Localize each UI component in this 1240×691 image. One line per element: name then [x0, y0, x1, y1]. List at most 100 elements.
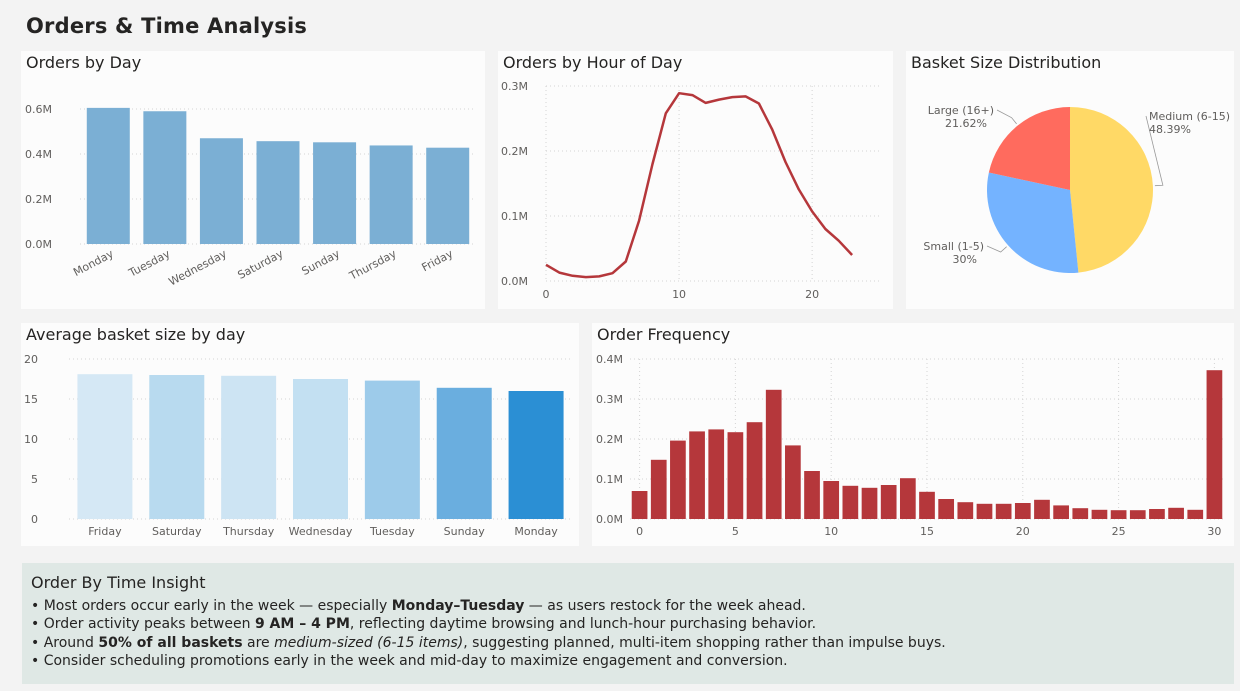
y-tick-label: 0.3M	[501, 80, 528, 93]
insight-text: medium-sized (6-15 items)	[274, 634, 464, 651]
freq-bar	[785, 445, 801, 519]
bar-friday	[77, 374, 133, 519]
freq-bar	[1168, 507, 1184, 519]
slice-label: Small (1-5)	[923, 240, 984, 253]
x-tick-label: Friday	[88, 525, 122, 538]
leader-line	[986, 245, 1007, 253]
y-tick-label: 0.6M	[25, 103, 52, 116]
freq-bar	[1034, 499, 1050, 519]
x-tick-label: Friday	[420, 247, 456, 274]
bar-saturday	[256, 141, 300, 244]
pie-slice	[1070, 107, 1153, 273]
pie-slice	[987, 172, 1079, 273]
leader-line	[996, 109, 1017, 125]
x-tick-label: 10	[824, 525, 838, 538]
avg-basket-card[interactable]: Average basket size by day 0 5 10 15 20 Frida…	[21, 323, 579, 546]
x-tick-label: Saturday	[236, 247, 286, 282]
insight-panel: Order By Time Insight Most orders occur …	[22, 563, 1234, 684]
freq-bar	[995, 503, 1012, 519]
bar-monday	[86, 107, 130, 244]
freq-bar	[670, 440, 686, 519]
bar-friday	[426, 147, 470, 244]
freq-bar	[1110, 510, 1127, 519]
y-tick-label: 0.4M	[596, 353, 623, 366]
x-tick-label: Tuesday	[369, 525, 415, 538]
bar-sunday	[436, 387, 492, 519]
slice-label: Large (16+)	[928, 104, 994, 117]
x-tick-label: Sunday	[300, 247, 343, 278]
freq-bar	[861, 487, 878, 519]
x-tick-label: 20	[805, 288, 819, 301]
x-tick-label: 10	[672, 288, 686, 301]
x-tick-label: Saturday	[152, 525, 202, 538]
bar-sunday	[313, 142, 357, 244]
freq-bar	[1129, 510, 1146, 519]
freq-bar	[804, 471, 820, 519]
order-frequency-chart: 0.0M 0.1M 0.2M 0.3M 0.4M 0 5 10 15 20 25 30	[596, 353, 1224, 538]
insight-text: Most orders occur early in the week — es…	[43, 598, 392, 614]
x-tick-label: 30	[1207, 525, 1221, 538]
slice-pct: 30%	[953, 253, 977, 266]
freq-bar	[1149, 509, 1165, 519]
freq-bar	[842, 485, 859, 519]
y-tick-label: 0.3M	[596, 393, 623, 406]
bar-wednesday	[199, 138, 243, 244]
insight-text: Order activity peaks between	[43, 616, 255, 633]
freq-bar	[1053, 505, 1069, 519]
pie-slice	[988, 107, 1070, 190]
freq-bar	[727, 432, 744, 519]
insight-text: Monday–Tuesday	[391, 598, 525, 614]
card-title-avg-basket: Average basket size by day	[26, 325, 246, 344]
freq-bar	[1072, 508, 1089, 519]
y-tick-label: 0.2M	[596, 433, 623, 446]
freq-bar	[1187, 509, 1204, 519]
freq-bar	[1091, 509, 1108, 519]
freq-bar	[899, 478, 916, 519]
avg-basket-chart: 0 5 10 15 20 Friday Saturday Thursday Wednesday T…	[24, 353, 572, 538]
insight-text: — as users restock for the week ahead.	[524, 598, 806, 614]
card-title-orders-by-hour: Orders by Hour of Day	[503, 53, 683, 72]
insight-text: 9 AM – 4 PM	[254, 616, 350, 633]
x-tick-label: Sunday	[444, 525, 486, 538]
bar-monday	[508, 391, 564, 519]
orders-line	[545, 91, 854, 279]
freq-bar	[919, 491, 935, 519]
x-tick-label: Wednesday	[289, 525, 353, 538]
y-tick-label: 0.1M	[501, 210, 528, 223]
x-tick-label: Monday	[514, 525, 558, 538]
bar-tuesday	[143, 111, 187, 244]
y-tick-label: 0.4M	[25, 148, 52, 161]
y-tick-label: 0.2M	[25, 193, 52, 206]
x-tick-label: Monday	[71, 247, 116, 279]
insight-text: Consider scheduling promotions early in …	[43, 652, 788, 669]
card-title-order-frequency: Order Frequency	[597, 325, 731, 344]
y-tick-label: 0.0M	[501, 275, 528, 288]
x-tick-label: Tuesday	[126, 247, 173, 280]
orders-by-hour-card[interactable]: Orders by Hour of Day 0.0M 0.1M 0.2M 0.3M 0 1…	[498, 51, 893, 309]
x-tick-label: Thursday	[222, 525, 275, 538]
freq-bar	[708, 429, 725, 519]
slice-pct: 48.39%	[1149, 123, 1191, 136]
y-tick-label: 0.0M	[25, 238, 52, 251]
y-tick-label: 20	[24, 353, 38, 366]
x-tick-label: 5	[732, 525, 739, 538]
x-tick-label: Thursday	[346, 247, 399, 283]
basket-size-card[interactable]: Basket Size Distribution Medium (6-15) 48…	[906, 51, 1234, 309]
insight-text: , suggesting planned, multi-item shoppin…	[463, 634, 946, 651]
page-title: Orders & Time Analysis	[26, 14, 308, 38]
bar-thursday	[369, 145, 413, 244]
bar-wednesday	[293, 379, 348, 519]
order-frequency-card[interactable]: Order Frequency 0.0M 0.1M 0.2M 0.3M 0.4M 0 5 10…	[592, 323, 1234, 546]
insight-item: Consider scheduling promotions early in …	[31, 652, 1234, 670]
basket-size-pie-chart: Medium (6-15)48.39% Small (1-5)30% Large (…	[923, 104, 1230, 273]
y-tick-label: 15	[24, 393, 38, 406]
insight-title: Order By Time Insight	[31, 573, 206, 592]
freq-bar	[823, 481, 840, 519]
card-title-basket-size: Basket Size Distribution	[911, 53, 1102, 72]
freq-bar	[1206, 370, 1223, 519]
freq-bar	[765, 389, 782, 519]
freq-bar	[650, 459, 667, 519]
card-title-orders-by-day: Orders by Day	[26, 53, 142, 72]
x-tick-label: 20	[1016, 525, 1030, 538]
orders-by-day-card[interactable]: Orders by Day 0.0M 0.2M 0.4M 0.6M Monday Tues…	[21, 51, 485, 309]
